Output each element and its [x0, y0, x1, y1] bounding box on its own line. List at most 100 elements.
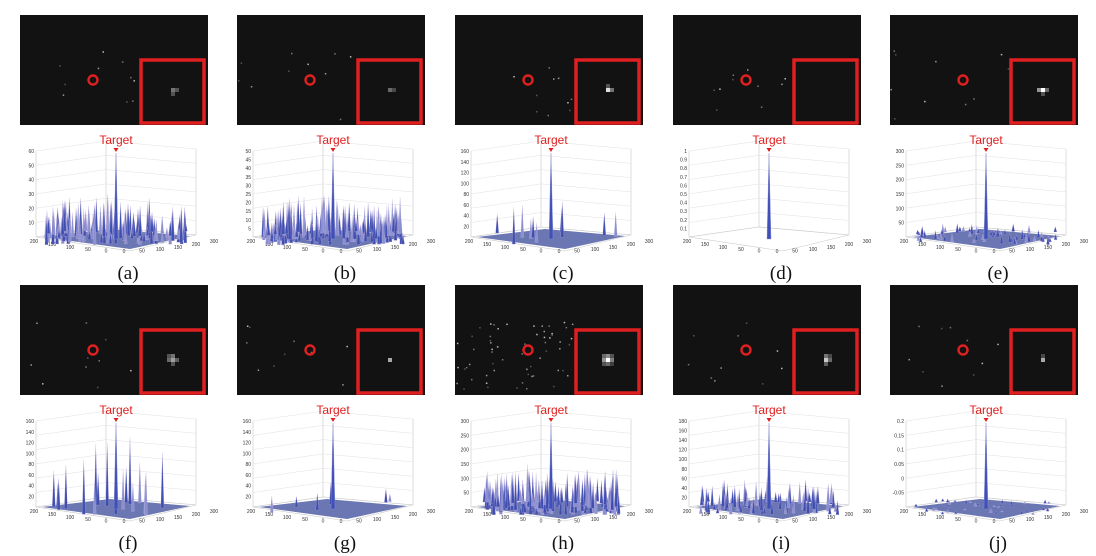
x-tick-label: 200	[30, 239, 39, 245]
x-tick-label: 100	[373, 247, 382, 253]
x-tick-label: 50	[302, 517, 308, 523]
target-marker	[983, 148, 989, 152]
target-label: Target	[969, 133, 1003, 147]
x-tick-label: 200	[1062, 242, 1071, 248]
z-tick-label: 140	[461, 160, 470, 166]
surface-mesh	[912, 422, 1060, 519]
x-tick-label: 100	[591, 517, 600, 523]
x-tick-label: 50	[955, 247, 961, 253]
target-marker	[330, 148, 336, 152]
x-tick-label: 50	[139, 519, 145, 525]
target-marker	[548, 418, 554, 422]
z-tick-label: 25	[245, 192, 251, 198]
x-tick-label: 0	[993, 249, 996, 255]
x-tick-label: 100	[501, 245, 510, 251]
panel-c: 20 40 60 80 100 120 140 160 200 150 100 50 0 0 50 100 15…	[455, 15, 671, 285]
x-tick-label: 0	[540, 519, 543, 525]
z-tick-label: 60	[28, 149, 34, 155]
x-tick-label: 50	[1009, 519, 1015, 525]
z-tick-label: 100	[26, 451, 35, 457]
target-label: Target	[99, 403, 133, 417]
x-tick-label: 100	[809, 517, 818, 523]
x-tick-label: 100	[936, 515, 945, 521]
x-tick-label: 200	[900, 509, 909, 515]
target-label: Target	[534, 403, 568, 417]
x-tick-label: 200	[465, 509, 474, 515]
x-tick-label: 200	[845, 242, 854, 248]
x-tick-label: 50	[302, 247, 308, 253]
z-tick-label: 100	[896, 206, 905, 212]
surface-plot: 20 40 60 80 100 120 140 160 180 200 150 100 50 0 0 50 10…	[673, 403, 889, 531]
panel-caption: (j)	[989, 533, 1007, 554]
x-tick-label: 50	[574, 519, 580, 525]
z-tick-label: 120	[461, 171, 470, 177]
x-tick-label: 50	[520, 247, 526, 253]
target-label: Target	[752, 133, 786, 147]
x-tick-label: 300	[863, 239, 872, 245]
z-tick-label: 200	[461, 448, 470, 454]
x-tick-label: 100	[373, 517, 382, 523]
x-tick-label: 50	[85, 247, 91, 253]
x-tick-label: 100	[283, 245, 292, 251]
surface-mesh	[695, 422, 843, 519]
x-tick-label: 200	[683, 509, 692, 515]
z-tick-label: 50	[28, 163, 34, 169]
panel-caption: (a)	[117, 263, 139, 284]
z-tick-label: 1	[684, 149, 687, 155]
surface-plot: 20 40 60 80 100 120 140 160 200 150 100 50 0 0 50 100 15…	[237, 403, 453, 531]
panel-caption: (c)	[552, 263, 574, 284]
x-tick-label: 100	[156, 247, 165, 253]
panel-caption: (g)	[333, 533, 357, 554]
x-tick-label: 200	[192, 512, 201, 518]
z-tick-label: 40	[245, 166, 251, 172]
infrared-image	[890, 285, 1078, 395]
z-tick-label: 100	[679, 457, 688, 463]
x-tick-label: 150	[391, 515, 400, 521]
x-tick-label: 100	[591, 247, 600, 253]
z-tick-label: 160	[243, 419, 252, 425]
z-tick-label: 5	[248, 226, 251, 232]
x-tick-label: 0	[776, 249, 779, 255]
z-tick-label: 250	[461, 433, 470, 439]
surface-plot: 10 20 30 40 50 60 200 150 100 50 0 0 50 100 150 200 300 T…	[20, 133, 236, 261]
x-tick-label: 0	[322, 249, 325, 255]
surface-mesh	[259, 422, 407, 519]
z-tick-label: 10	[28, 221, 34, 227]
x-tick-label: 50	[356, 249, 362, 255]
x-tick-label: 300	[1080, 239, 1089, 245]
panel-i: 20 40 60 80 100 120 140 160 180 200 150 100 50 0 0 50 10…	[673, 285, 889, 555]
surface-plot: 20 40 60 80 100 120 140 160 200 150 100 50 0 0 50 100 15…	[20, 403, 236, 531]
surface-plot: 5 10 15 20 25 30 35 40 45 50 200 150 100 50 0 0 50 100 150…	[237, 133, 453, 261]
z-tick-label: 30	[28, 192, 34, 198]
x-tick-label: 0	[340, 249, 343, 255]
x-tick-label: 0	[105, 519, 108, 525]
target-label: Target	[534, 133, 568, 147]
panel-d: 0.1 0.2 0.3 0.4 0.5 0.6 0.7 0.8 0.9 1 200 150 100 50 0…	[673, 15, 889, 285]
z-tick-label: 300	[896, 149, 905, 155]
z-tick-label: 30	[245, 183, 251, 189]
x-tick-label: 150	[265, 242, 274, 248]
x-tick-label: 100	[1026, 247, 1035, 253]
x-tick-label: 200	[845, 512, 854, 518]
x-tick-label: 100	[936, 245, 945, 251]
panel-h: 50 100 150 200 250 300 200 150 100 50 0 0 50 100 150 20…	[455, 285, 671, 555]
x-tick-label: 100	[156, 517, 165, 523]
x-tick-label: 200	[409, 242, 418, 248]
target-marker	[113, 148, 119, 152]
panel-b: 5 10 15 20 25 30 35 40 45 50 200 150 100 50 0 0 50 100 150…	[237, 15, 453, 285]
x-tick-label: 200	[30, 509, 39, 515]
x-tick-label: 300	[427, 239, 436, 245]
x-tick-label: 100	[283, 515, 292, 521]
surface-mesh	[42, 422, 190, 519]
x-tick-label: 50	[792, 519, 798, 525]
x-tick-label: 150	[483, 512, 492, 518]
surface-plot: 50 100 150 200 250 300 200 150 100 50 0 0 50 100 150 20…	[890, 133, 1096, 261]
z-tick-label: 20	[28, 206, 34, 212]
x-tick-label: 150	[609, 515, 618, 521]
z-tick-label: 160	[461, 149, 470, 155]
x-tick-label: 50	[955, 517, 961, 523]
x-tick-label: 0	[758, 519, 761, 525]
z-tick-label: 0	[901, 476, 904, 482]
x-tick-label: 200	[900, 239, 909, 245]
z-tick-label: 120	[243, 441, 252, 447]
